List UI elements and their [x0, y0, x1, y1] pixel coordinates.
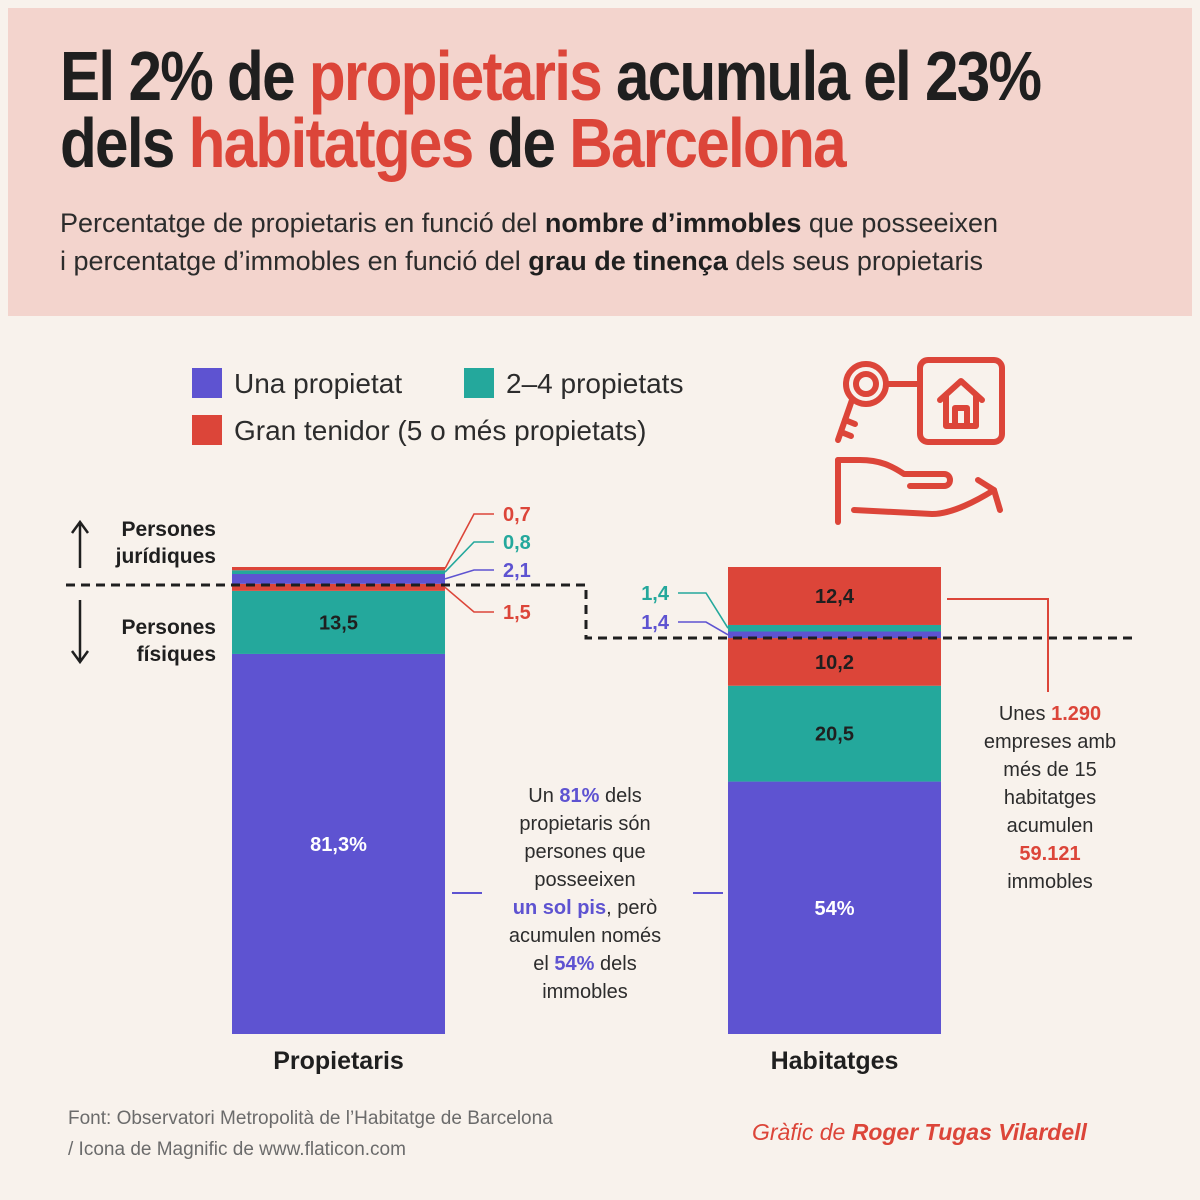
axis-label-habitatges: Habitatges	[771, 1047, 899, 1075]
leader-propietaris-fisiques-gran-tenidor	[444, 586, 494, 613]
source-line-1: Font: Observatori Metropolità de l’Habit…	[68, 1108, 553, 1129]
bar-propietaris-persones-f-siques-una-propietat	[232, 653, 445, 1034]
bar-propietaris-persones-f-siques-gran-tenidor-5-o-m-s-propietats	[232, 583, 445, 591]
data-label-habitatges-persones-jur-diques-2-4-propietats: 1,4	[641, 583, 670, 605]
data-label-habitatges-persones-f-siques-2-4-propietats: 20,5	[815, 724, 854, 746]
data-label-propietaris-persones-jur-diques-2-4-propietats: 0,8	[503, 532, 531, 554]
header-panel	[8, 8, 1192, 316]
axis-label-propietaris: Propietaris	[273, 1047, 404, 1075]
page-title-line-1: El 2% de propietaris acumula el 23%	[60, 37, 1042, 115]
bar-habitatges-persones-f-siques-una-propietat	[728, 781, 941, 1034]
bar-habitatges-persones-f-siques-gran-tenidor-5-o-m-s-propietats	[728, 638, 941, 686]
bar-habitatges-persones-jur-diques-una-propietat	[728, 631, 941, 639]
author-credit: Gràfic de Roger Tugas Vilardell	[752, 1119, 1087, 1145]
leader-companies	[947, 598, 1049, 692]
bar-propietaris-persones-f-siques-2-4-propietats	[232, 590, 445, 654]
data-label-habitatges-persones-jur-diques-gran-tenidor-5-o-m-s-propietats: 12,4	[815, 586, 855, 608]
annotation-owners: Un 81% dels propietaris són persones que…	[508, 785, 662, 1003]
bar-propietaris-persones-jur-diques-una-propietat	[232, 574, 445, 584]
legend-item-large: Gran tenidor (5 o més propietats)	[192, 415, 646, 447]
source-line-2: / Icona de Magnific de www.flaticon.com	[68, 1139, 406, 1160]
data-label-propietaris-persones-f-siques-una-propietat: 81,3%	[310, 834, 367, 856]
leader-habitatges-juridiques-2-4-propietats	[678, 592, 729, 629]
side-label-juridiques: Persones jurídiques	[115, 518, 216, 568]
legend-item-single: Una propietat	[192, 368, 402, 400]
data-label-habitatges-persones-f-siques-una-propietat: 54%	[814, 898, 854, 920]
bar-habitatges-persones-f-siques-2-4-propietats	[728, 685, 941, 782]
chart-labels: Propietaris Habitatges 81,3% 13,5 54% 20,5 10,…	[273, 504, 898, 1075]
bar-propietaris-persones-jur-diques-2-4-propietats	[232, 570, 445, 575]
legend-item-mid: 2–4 propietats	[464, 368, 683, 400]
page-title-line-2: dels habitatges de Barcelona	[60, 104, 847, 182]
bar-habitatges-persones-jur-diques-2-4-propietats	[728, 624, 941, 632]
leader-propietaris-persones-jur-diques-2-4-propietats	[444, 541, 494, 573]
bar-habitatges-persones-jur-diques-gran-tenidor-5-o-m-s-propietats	[728, 567, 941, 625]
divider-line	[66, 583, 1132, 640]
leader-propietaris-persones-jur-diques-gran-tenidor-5-o-m-s-propietats	[444, 513, 494, 569]
leader-habitatges-juridiques-una-propietat	[678, 621, 729, 636]
arrow-juridiques	[70, 519, 90, 568]
leader-propietaris-persones-jur-diques-una-propietat	[444, 569, 494, 580]
legend-swatch-mid	[464, 368, 494, 398]
arrow-fisiques	[70, 600, 90, 665]
subtitle-line-1: Percentatge de propietaris en funció del…	[60, 208, 999, 238]
side-label-fisiques: Persones físiques	[121, 616, 216, 666]
data-label-habitatges-persones-jur-diques-una-propietat: 1,4	[641, 612, 670, 634]
chart-decor	[66, 519, 1132, 894]
data-label-propietaris-persones-jur-diques-una-propietat: 2,1	[503, 560, 531, 582]
data-label-habitatges-persones-f-siques-gran-tenidor-5-o-m-s-propietats: 10,2	[815, 652, 854, 674]
data-label-propietaris-persones-f-siques-gran-tenidor-5-o-m-s-propietats: 1,5	[503, 602, 531, 624]
data-label-propietaris-persones-jur-diques-gran-tenidor-5-o-m-s-propietats: 0,7	[503, 504, 531, 526]
chart-bars	[232, 567, 941, 1034]
annotation-companies: Unes 1.290 empreses amb més de 15 habita…	[983, 703, 1117, 893]
bar-propietaris-persones-jur-diques-gran-tenidor-5-o-m-s-propietats	[232, 567, 445, 571]
subtitle-line-2: i percentatge d’immobles en funció del g…	[60, 246, 983, 276]
legend-swatch-single	[192, 368, 222, 398]
key-house-hand-icon	[835, 357, 1005, 525]
data-label-propietaris-persones-f-siques-2-4-propietats: 13,5	[319, 612, 358, 634]
legend-swatch-large	[192, 415, 222, 445]
